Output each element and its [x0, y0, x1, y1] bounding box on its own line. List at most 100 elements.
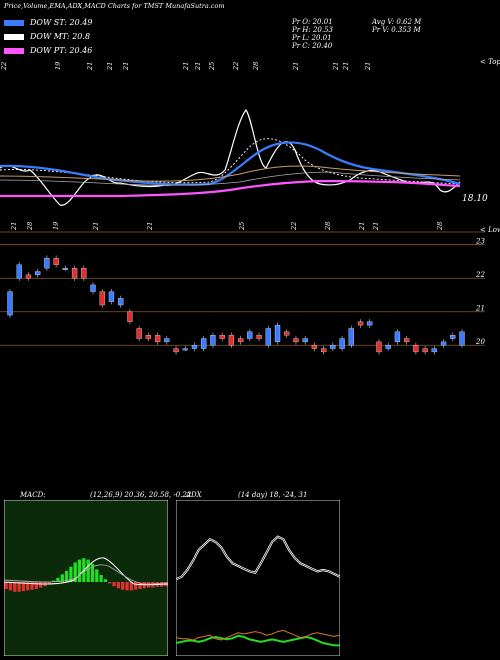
- mid-date-labels: 21 28 19 21 21 25 22 28 21 21 28: [10, 222, 444, 231]
- price-gridlines: 23 22 21 20: [0, 238, 485, 346]
- legend-dow-st: DOW ST: 20.49: [4, 18, 92, 27]
- mid-date-label: 22: [290, 222, 298, 231]
- macd-signal-line: [4, 564, 168, 585]
- candle: [62, 268, 68, 270]
- macd-bar: [56, 577, 60, 582]
- stat-avg-volume: Avg V: 0.62 M: [372, 18, 422, 26]
- top-date-label: 21: [342, 62, 350, 71]
- candle: [44, 257, 50, 269]
- mid-date-label: 28: [324, 222, 332, 231]
- candle: [81, 268, 87, 279]
- macd-bar: [21, 582, 26, 592]
- candle: [53, 257, 59, 265]
- macd-line: [4, 557, 168, 586]
- macd-bar: [34, 582, 39, 589]
- macd-bar: [47, 582, 51, 585]
- macd-bar: [112, 582, 116, 587]
- candle: [440, 341, 447, 346]
- candle: [274, 324, 281, 343]
- candle: [173, 348, 179, 353]
- top-date-label: 22: [232, 62, 240, 71]
- top-date-label: 21: [332, 62, 340, 71]
- adx-values: (14 day) 18, -24, 31: [238, 491, 308, 499]
- candle: [35, 271, 41, 276]
- macd-bar: [103, 579, 108, 582]
- tops-label: < Tops: [480, 58, 500, 66]
- macd-bar: [60, 574, 64, 582]
- macd-bar: [95, 569, 99, 582]
- top-date-label: 21: [182, 62, 190, 71]
- candle: [413, 345, 419, 353]
- macd-bar: [64, 570, 69, 582]
- candle: [237, 338, 244, 343]
- candle: [136, 328, 142, 339]
- legend-label-mt: DOW MT: 20.8: [30, 32, 91, 41]
- macd-bar: [17, 582, 21, 592]
- candle: [302, 338, 308, 343]
- legend-dow-mt: DOW MT: 20.8: [4, 32, 90, 41]
- stat-volume: Pr V: 0.353 M: [372, 26, 421, 34]
- legend-swatch-st: [4, 19, 24, 26]
- candle: [293, 338, 299, 343]
- mid-date-label: 21: [358, 222, 366, 231]
- last-price-label: 18.10: [462, 194, 488, 204]
- macd-frame: [4, 500, 168, 656]
- macd-bar: [77, 559, 82, 582]
- macd-bar: [30, 582, 34, 590]
- macd-bar: [69, 566, 73, 582]
- adx-line-inner: [176, 536, 340, 580]
- candle: [348, 328, 354, 346]
- legend-label-pt: DOW PT: 20.46: [30, 46, 93, 55]
- candle: [25, 274, 32, 279]
- macd-bar: [90, 563, 95, 582]
- adx-minus-di-line: [176, 629, 340, 641]
- macd-values: (12,26,9) 20.36, 20.58, -0.22: [90, 491, 192, 499]
- candle: [320, 348, 327, 353]
- macd-bar: [86, 559, 90, 582]
- mid-date-label: 21: [92, 222, 100, 231]
- macd-bar: [13, 582, 17, 592]
- adx-panel: [176, 500, 340, 656]
- candles: [7, 255, 465, 355]
- macd-bar: [108, 582, 112, 584]
- candle: [99, 291, 105, 306]
- candle: [118, 298, 124, 306]
- candle: [247, 331, 253, 339]
- macd-bar: [121, 582, 125, 590]
- ema-mt-line: [0, 138, 461, 185]
- adx-frame: [176, 500, 340, 656]
- chart-title: Price,Volume,EMA,ADX,MACD Charts for TMS…: [4, 2, 225, 10]
- price-level-label: 21: [475, 305, 485, 313]
- price-level-label: 20: [475, 338, 485, 346]
- top-date-label: 25: [208, 62, 216, 71]
- ema-longer-line: [0, 171, 461, 186]
- candle: [228, 335, 235, 346]
- ema-st-line: [0, 141, 461, 186]
- candle: [145, 335, 152, 339]
- top-date-label: 21: [122, 62, 130, 71]
- mid-date-label: 19: [52, 222, 60, 230]
- candle: [154, 335, 161, 343]
- candle: [339, 338, 345, 349]
- macd-bar: [26, 582, 30, 591]
- macd-bar: [99, 575, 103, 582]
- candle: [357, 321, 364, 326]
- candle: [265, 328, 271, 346]
- candle: [284, 331, 290, 336]
- mid-date-label: 28: [436, 222, 444, 231]
- top-date-label: 21: [86, 62, 94, 71]
- macd-bar: [116, 582, 121, 589]
- candle: [311, 345, 318, 349]
- candle: [376, 341, 382, 353]
- adx-plus-di-line: [176, 634, 340, 647]
- candle: [219, 335, 225, 339]
- price-level-label: 23: [475, 238, 485, 246]
- mid-date-label: 21: [146, 222, 154, 231]
- stat-close: Pr C: 20.40: [292, 42, 333, 50]
- legend-swatch-pt: [4, 47, 24, 54]
- top-date-labels: 22 19 21 21 21 21 21 25 22 28 21 21 21 21: [0, 62, 372, 71]
- candle: [385, 345, 391, 349]
- candle: [404, 338, 410, 343]
- macd-bar: [4, 582, 8, 589]
